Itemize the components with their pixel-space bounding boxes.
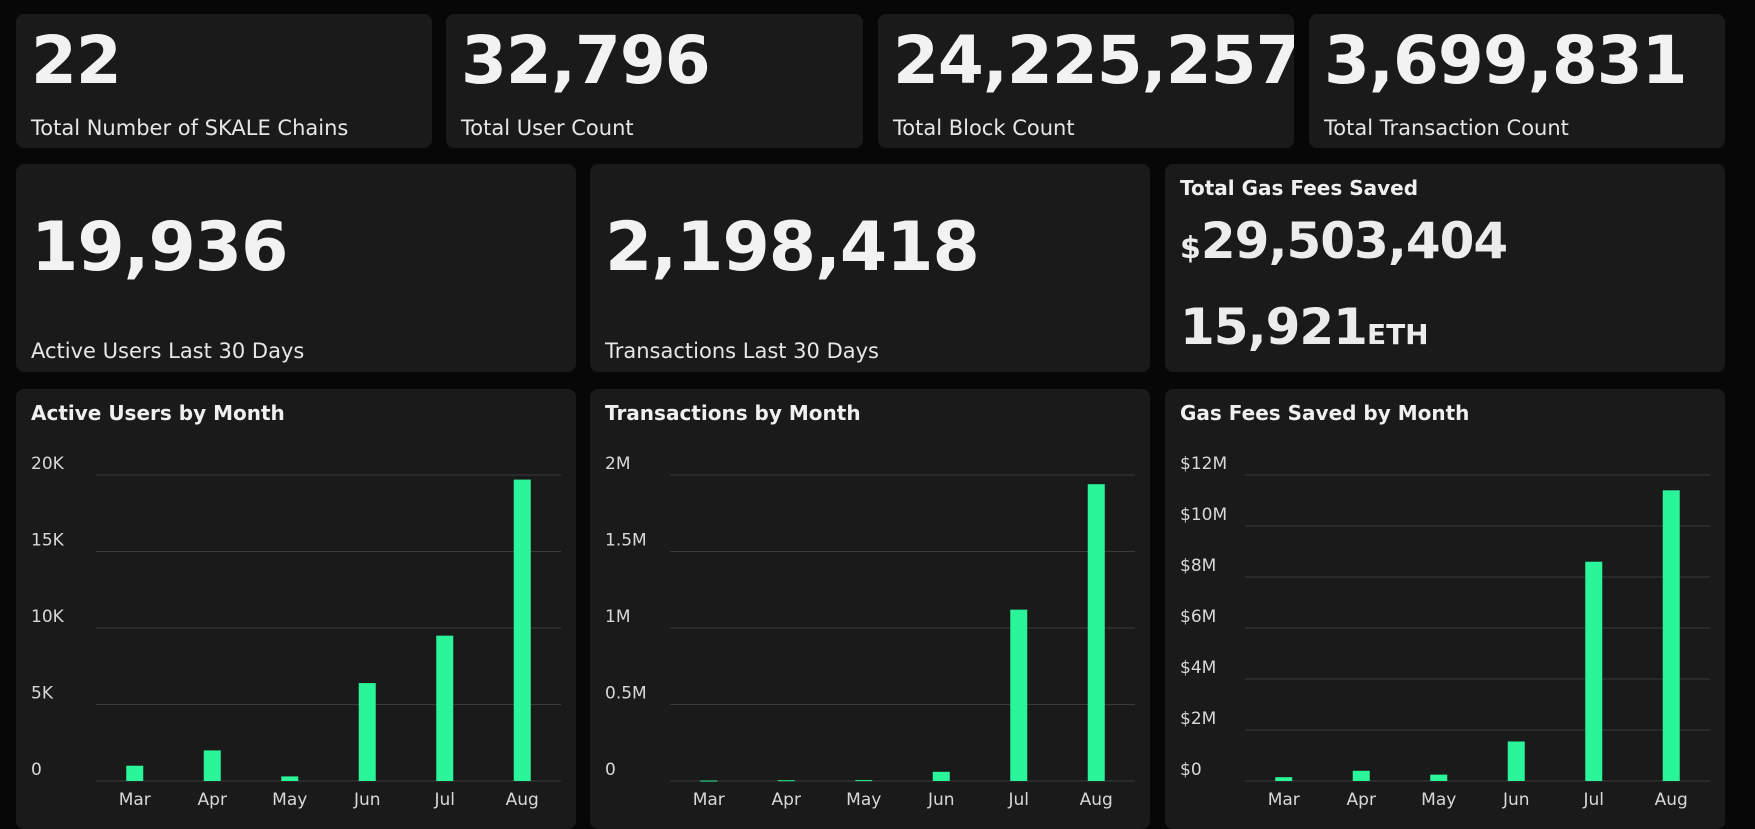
x-tick-label: Jun [353, 790, 381, 810]
stat-label: Total Number of SKALE Chains [31, 116, 349, 140]
y-tick-label: 0 [31, 760, 42, 780]
stat-label: Total Transaction Count [1324, 116, 1569, 140]
gas-fees-chart: $0 $2M $4M $6M $8M $10M $12M Mar Apr May Jun Jul Aug [1180, 454, 1710, 810]
x-tick-label: Aug [506, 790, 539, 810]
stat-label: Active Users Last 30 Days [31, 339, 305, 363]
eth-unit: ETH [1366, 318, 1429, 351]
stat-label: Total User Count [461, 116, 634, 140]
x-tick-label: Mar [693, 790, 725, 810]
stat-label: Transactions Last 30 Days [605, 339, 879, 363]
bar[interactable] [281, 776, 299, 781]
bar[interactable] [358, 683, 376, 781]
x-tick-label: Mar [119, 790, 151, 810]
chart-card-gas-fees: Gas Fees Saved by Month $0 $2M $4M $6M $8M $1… [1165, 389, 1725, 829]
bar[interactable] [1010, 609, 1028, 781]
y-tick-label: $0 [1180, 760, 1202, 780]
x-tick-label: Aug [1080, 790, 1113, 810]
bar[interactable] [1352, 770, 1370, 781]
bar[interactable] [1087, 484, 1105, 781]
y-tick-label: $12M [1180, 454, 1227, 474]
bar[interactable] [700, 780, 718, 782]
x-tick-label: Jul [433, 790, 455, 810]
chart-card-active-users: Active Users by Month 0 5K 10K 15K 20K Mar Apr… [16, 389, 576, 829]
bar[interactable] [1662, 490, 1680, 781]
y-tick-label: 20K [31, 454, 65, 474]
stat-card-user-count: 32,796 Total User Count [446, 14, 863, 148]
bar[interactable] [932, 771, 950, 781]
stat-value: 22 [31, 22, 122, 99]
currency-symbol: $ [1180, 231, 1201, 266]
y-tick-label: 10K [31, 607, 65, 627]
bar[interactable] [777, 780, 795, 782]
stat-card-active-users-30d: 19,936 Active Users Last 30 Days [16, 164, 576, 372]
stat-value: 24,225,257 [893, 22, 1294, 99]
y-tick-label: 5K [31, 684, 54, 704]
active-users-chart: 0 5K 10K 15K 20K Mar Apr May Jun Jul Aug [31, 454, 561, 810]
stat-card-block-count: 24,225,257 Total Block Count [878, 14, 1294, 148]
y-tick-label: 1M [605, 607, 630, 627]
x-tick-label: Jun [927, 790, 955, 810]
bar[interactable] [203, 750, 221, 781]
y-tick-label: $4M [1180, 658, 1216, 678]
y-tick-label: 0.5M [605, 684, 647, 704]
gas-fees-saved-card: Total Gas Fees Saved $29,503,404 15,921E… [1165, 164, 1725, 372]
stat-card-transaction-count: 3,699,831 Total Transaction Count [1309, 14, 1725, 148]
stat-card-transactions-30d: 2,198,418 Transactions Last 30 Days [590, 164, 1150, 372]
y-tick-label: 0 [605, 760, 616, 780]
gas-fees-usd: $29,503,404 [1180, 216, 1508, 266]
y-tick-label: 1.5M [605, 531, 647, 551]
gas-fees-saved-title: Total Gas Fees Saved [1180, 176, 1419, 200]
y-tick-label: 15K [31, 531, 65, 551]
y-tick-label: $10M [1180, 505, 1227, 525]
x-tick-label: Apr [198, 790, 227, 810]
bar[interactable] [1275, 777, 1293, 781]
x-tick-label: Aug [1655, 790, 1688, 810]
x-tick-label: May [846, 790, 881, 810]
transactions-chart: 0 0.5M 1M 1.5M 2M Mar Apr May Jun Jul Aug [605, 454, 1135, 810]
stat-value: 2,198,418 [605, 208, 980, 287]
x-tick-label: Jul [1007, 790, 1029, 810]
x-tick-label: May [1421, 790, 1456, 810]
x-tick-label: May [272, 790, 307, 810]
bar[interactable] [1507, 741, 1525, 781]
gas-fees-eth: 15,921ETH [1180, 302, 1429, 352]
y-tick-label: 2M [605, 454, 630, 474]
chart-title: Transactions by Month [605, 401, 861, 425]
y-tick-label: $8M [1180, 556, 1216, 576]
bar[interactable] [126, 765, 144, 781]
bar[interactable] [1585, 561, 1603, 781]
bar[interactable] [436, 635, 454, 781]
x-tick-label: Jul [1582, 790, 1604, 810]
stat-card-skale-chains: 22 Total Number of SKALE Chains [16, 14, 432, 148]
bar[interactable] [1430, 774, 1448, 781]
x-tick-label: Mar [1268, 790, 1300, 810]
gas-fees-eth-value: 15,921 [1180, 298, 1368, 356]
stat-value: 3,699,831 [1324, 22, 1688, 99]
chart-card-transactions: Transactions by Month 0 0.5M 1M 1.5M 2M Mar Ap… [590, 389, 1150, 829]
stat-label: Total Block Count [893, 116, 1075, 140]
x-tick-label: Apr [1347, 790, 1376, 810]
x-tick-label: Jun [1502, 790, 1530, 810]
bar[interactable] [513, 479, 531, 781]
stat-value: 19,936 [31, 208, 288, 287]
stat-value: 32,796 [461, 22, 711, 99]
x-tick-label: Apr [772, 790, 801, 810]
chart-title: Active Users by Month [31, 401, 285, 425]
y-tick-label: $6M [1180, 607, 1216, 627]
gas-fees-usd-value: 29,503,404 [1200, 212, 1508, 270]
bar[interactable] [855, 780, 873, 782]
y-tick-label: $2M [1180, 709, 1216, 729]
chart-title: Gas Fees Saved by Month [1180, 401, 1470, 425]
